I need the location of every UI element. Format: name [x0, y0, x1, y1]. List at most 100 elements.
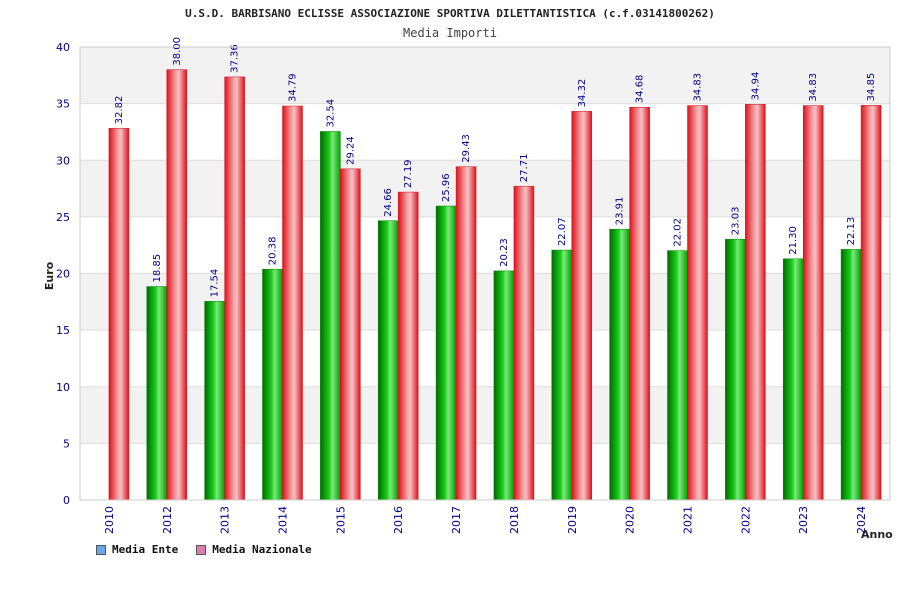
bar-media-nazionale — [802, 105, 824, 501]
data-label: 29.24 — [345, 136, 356, 165]
y-tick-label: 30 — [56, 154, 70, 167]
data-label: 27.71 — [519, 154, 530, 183]
grid-band — [80, 273, 890, 331]
data-label: 21.30 — [788, 226, 799, 255]
legend-swatch-media-ente — [96, 544, 106, 555]
y-tick-label: 0 — [63, 494, 70, 507]
bar-media-nazionale — [571, 111, 593, 501]
bar-media-nazionale — [860, 105, 882, 501]
legend-label-media-nazionale: Media Nazionale — [212, 543, 312, 556]
legend-item-media-ente: Media Ente — [96, 543, 178, 556]
bar-media-nazionale — [513, 185, 535, 501]
data-label: 23.03 — [730, 207, 741, 236]
legend-item-media-nazionale: Media Nazionale — [196, 543, 312, 556]
bar-media-ente — [262, 268, 283, 501]
value-labels: 32.82 18.85 38.00 17.54 37.36 20.38 34.79 32.54… — [114, 37, 877, 297]
chart-subtitle: Media Importi — [403, 26, 497, 40]
x-tick-label: 2020 — [624, 506, 637, 534]
bar-media-ente — [609, 228, 630, 501]
x-tick-label: 2023 — [797, 506, 810, 534]
x-tick-label: 2018 — [508, 506, 521, 534]
data-label: 32.82 — [114, 96, 125, 125]
data-label: 32.54 — [325, 99, 336, 128]
data-label: 29.43 — [461, 134, 472, 163]
data-label: 34.83 — [808, 73, 819, 102]
data-label: 38.00 — [172, 37, 183, 66]
bar-media-ente — [840, 249, 862, 501]
data-label: 34.83 — [693, 73, 704, 102]
x-tick-label: 2016 — [392, 506, 405, 534]
y-tick-label: 20 — [56, 268, 70, 281]
grid-band — [80, 216, 890, 274]
bar-media-ente — [493, 270, 515, 501]
data-label: 34.32 — [577, 79, 588, 108]
x-tick-label: 2015 — [334, 506, 347, 534]
data-label: 37.36 — [230, 44, 241, 73]
data-label: 34.68 — [635, 75, 646, 104]
x-tick-label: 2021 — [682, 506, 695, 534]
x-tick-label: 2014 — [277, 506, 290, 534]
plot-frame — [79, 46, 891, 501]
grid-band — [80, 103, 890, 161]
y-axis-label: Euro — [43, 261, 56, 290]
x-tick-label: 2022 — [739, 506, 752, 534]
legend: Media Ente Media Nazionale — [96, 543, 312, 556]
bar-media-ente — [782, 258, 804, 501]
y-tick-label: 35 — [56, 98, 70, 111]
bar-media-ente — [320, 131, 341, 501]
grid-band — [80, 330, 890, 387]
x-tick-label: 2012 — [161, 506, 174, 534]
bar-media-nazionale — [340, 168, 361, 501]
data-label: 34.94 — [750, 72, 761, 101]
y-tick-label: 25 — [56, 211, 70, 224]
legend-label-media-ente: Media Ente — [112, 543, 179, 556]
y-tick-label: 10 — [56, 381, 70, 394]
y-tick-label: 15 — [56, 324, 70, 337]
data-label: 22.02 — [673, 218, 684, 247]
data-label: 22.07 — [557, 217, 568, 246]
bars — [108, 69, 882, 501]
data-label: 34.85 — [866, 73, 877, 102]
bar-media-nazionale — [629, 106, 650, 501]
data-label: 20.23 — [499, 238, 510, 267]
legend-swatch-media-nazionale — [196, 544, 207, 555]
y-tick-label: 40 — [56, 41, 70, 54]
x-tick-label: 2010 — [103, 506, 116, 534]
bar-media-ente — [435, 205, 457, 501]
data-label: 34.79 — [288, 73, 299, 102]
y-tick-label: 5 — [63, 437, 70, 450]
grid-band — [80, 160, 890, 217]
grid-band — [80, 443, 890, 500]
bar-media-ente — [667, 250, 688, 501]
bar-media-ente — [551, 249, 573, 501]
grid — [80, 46, 890, 501]
x-tick-label: 2017 — [450, 506, 463, 534]
x-tick-label: 2013 — [219, 506, 232, 534]
axes: 0 5 10 15 20 25 30 35 40 2010 2012 2013 2014 2015 2016… — [56, 41, 891, 534]
x-tick-label: 2024 — [855, 506, 868, 534]
bar-media-ente — [146, 286, 168, 501]
bar-media-nazionale — [745, 104, 766, 501]
x-axis-label: Anno — [861, 528, 893, 541]
grid-band — [80, 386, 890, 444]
data-label: 20.38 — [268, 237, 279, 266]
data-label: 22.13 — [846, 217, 857, 246]
data-label: 23.91 — [615, 197, 626, 226]
data-label: 17.54 — [210, 269, 221, 298]
bar-media-nazionale — [397, 191, 419, 501]
bar-media-nazionale — [282, 105, 303, 501]
grid-band — [80, 47, 890, 104]
bar-media-nazionale — [455, 166, 477, 501]
bar-media-nazionale — [166, 69, 188, 501]
bar-media-nazionale — [687, 105, 708, 501]
chart-title: U.S.D. BARBISANO ECLISSE ASSOCIAZIONE SP… — [185, 7, 715, 20]
x-tick-label: 2019 — [566, 506, 579, 534]
data-label: 18.85 — [152, 254, 163, 283]
bar-media-ente — [725, 238, 746, 501]
data-label: 25.96 — [441, 173, 452, 202]
data-label: 27.19 — [403, 159, 414, 188]
data-label: 24.66 — [383, 188, 394, 217]
bar-media-nazionale — [224, 76, 245, 501]
bar-media-nazionale — [108, 128, 130, 501]
